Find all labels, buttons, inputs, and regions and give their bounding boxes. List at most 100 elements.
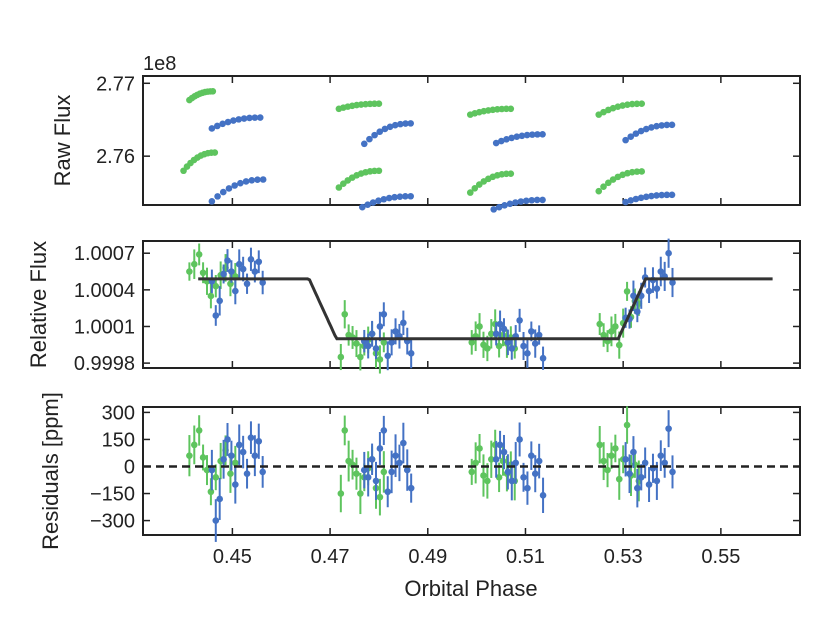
raw-flux-point [498, 137, 505, 145]
relative-point [224, 257, 231, 264]
raw-flux-point [396, 193, 404, 200]
y-tick-label: 2.76 [96, 146, 135, 168]
residuals-point [216, 495, 223, 503]
raw-flux-point [208, 125, 216, 132]
raw-flux-point [208, 198, 216, 205]
residuals-point [504, 468, 512, 476]
raw-flux-point [605, 179, 612, 187]
raw-flux-point [533, 196, 541, 204]
relative-point [190, 260, 198, 268]
raw-flux-point [628, 168, 636, 176]
relative-point [259, 279, 266, 286]
raw-flux-point [624, 101, 631, 108]
relative-flux-panel: 1.0007 1.0004 1.0001 0.9998 Relative Flux [26, 238, 801, 375]
residuals-point [212, 517, 220, 524]
raw-flux-point [628, 100, 636, 108]
raw-flux-panel: 2.77 2.76 Raw Flux 1e8 [50, 53, 801, 213]
raw-flux-point [642, 125, 650, 133]
residuals-point [496, 441, 504, 449]
y-axis-label: Relative Flux [26, 241, 51, 368]
raw-flux-point [242, 178, 250, 185]
raw-flux-point [385, 194, 393, 202]
relative-point [615, 341, 623, 349]
relative-point [516, 317, 523, 324]
raw-flux-point [246, 114, 253, 122]
raw-flux-point [391, 193, 398, 201]
raw-flux-point [522, 197, 530, 205]
raw-flux-point [466, 189, 474, 196]
relative-point [199, 269, 207, 277]
relative-point [630, 292, 637, 300]
relative-point [251, 268, 259, 275]
raw-flux-point [369, 199, 377, 206]
raw-flux-point [501, 202, 508, 209]
relative-point [623, 288, 631, 295]
residuals-point [500, 448, 508, 456]
raw-flux-point [648, 192, 655, 200]
relative-point [195, 251, 203, 258]
residuals-point [512, 459, 520, 467]
residuals-point [392, 452, 399, 459]
raw-flux-point [503, 136, 510, 143]
relative-point [500, 325, 508, 333]
relative-point [228, 268, 235, 275]
residuals-point [600, 457, 607, 465]
relative-point [645, 287, 653, 295]
raw-flux-point [633, 168, 641, 175]
raw-flux-point [642, 193, 650, 201]
raw-flux-point [539, 196, 546, 204]
residuals-point [199, 454, 207, 461]
raw-flux-point [595, 187, 603, 195]
relative-point [657, 268, 665, 275]
relative-point [353, 340, 360, 347]
raw-flux-point [506, 200, 514, 208]
raw-flux-point [375, 197, 382, 205]
residuals-point [247, 434, 255, 441]
relative-point [600, 331, 607, 339]
relative-point [376, 356, 384, 363]
x-tick-label: 0.49 [408, 546, 447, 568]
residuals-point [341, 427, 349, 434]
relative-point [376, 323, 384, 330]
transit-model-line [198, 277, 773, 341]
relative-point [364, 342, 372, 350]
residuals-panel: 300 150 0 −150 −300 Residuals [ppm] [38, 392, 801, 550]
raw-flux-point [237, 179, 244, 187]
raw-flux-point [507, 105, 515, 113]
residuals-point [220, 455, 227, 463]
x-tick-label: 0.53 [604, 546, 643, 568]
raw-flux-point [375, 100, 383, 107]
residuals-point [623, 421, 631, 429]
relative-point [400, 319, 407, 327]
relative-point [220, 270, 227, 278]
residuals-point [508, 477, 516, 485]
residuals-point [376, 493, 384, 501]
residuals-point [487, 455, 495, 463]
raw-flux-point [492, 139, 500, 147]
residuals-point [380, 427, 388, 434]
relative-point [392, 328, 399, 335]
relative-point [596, 320, 604, 328]
raw-flux-point [622, 136, 629, 144]
residuals-point [353, 470, 360, 478]
raw-flux-point [256, 114, 264, 121]
relative-point [524, 350, 531, 357]
residuals-point [535, 457, 543, 465]
residuals-point [403, 466, 411, 474]
residuals-point [641, 459, 649, 467]
residuals-point [492, 455, 500, 463]
relative-point [216, 297, 223, 305]
raw-flux-point [359, 203, 366, 211]
y-tick-label: 0.9998 [74, 353, 135, 375]
raw-flux-point [534, 131, 541, 138]
raw-flux-point [240, 115, 248, 122]
y-tick-label: 1.0007 [74, 243, 135, 265]
residuals-point [337, 490, 345, 497]
relative-point [212, 282, 220, 290]
residuals-point [380, 468, 388, 476]
relative-point [612, 323, 619, 330]
raw-flux-point [518, 132, 526, 140]
x-tick-label: 0.47 [311, 546, 350, 568]
raw-flux-point [254, 176, 261, 183]
relative-point [380, 310, 388, 318]
